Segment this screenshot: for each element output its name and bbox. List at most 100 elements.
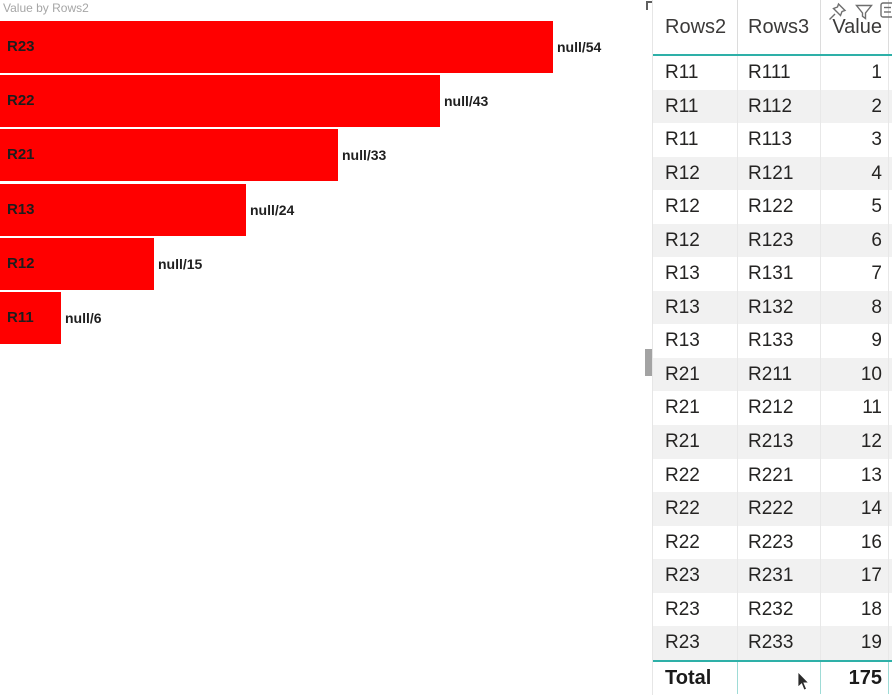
table-row[interactable]: R11 R113 3 [653,123,892,157]
table-row[interactable]: R23 R232 18 [653,592,892,627]
table-cell[interactable]: R11 [653,89,738,124]
table-row[interactable]: R11 R111 1 [653,56,892,90]
table-cell[interactable]: R21 [653,425,738,459]
table-cell[interactable]: 9 [821,324,889,358]
table-cell[interactable]: R133 [738,324,821,358]
table-cell[interactable]: R21 [653,357,738,392]
bar-R12[interactable]: R12 [0,237,154,290]
table-row[interactable]: R13 R133 9 [653,324,892,358]
bar-category-label: R23 [7,38,35,55]
table-cell[interactable]: R111 [738,56,821,90]
filter-icon[interactable] [853,1,875,23]
table-body: R11 R111 1 R11 R112 2 R11 R113 3 R12 R121 4 R12 R122 5… [653,56,892,660]
table-cell[interactable]: 17 [821,559,889,593]
table-cell[interactable]: 3 [821,123,889,157]
table-cell[interactable]: R212 [738,391,821,426]
table-cell[interactable]: R11 [653,123,738,157]
table-cell[interactable]: R23 [653,626,738,660]
table-header-row: Rows2 Rows3 Value [653,0,892,56]
bar-row-R12: R12 null/15 [0,237,650,290]
table-cell[interactable]: R13 [653,324,738,358]
bar-R22[interactable]: R22 [0,75,440,128]
visual-corner-handle[interactable] [646,1,655,10]
table-row[interactable]: R21 R211 10 [653,357,892,392]
bar-data-label: null/24 [250,201,295,218]
table-cell[interactable]: 10 [821,357,889,392]
table-cell[interactable]: 1 [821,56,889,90]
table-row[interactable]: R13 R132 8 [653,290,892,325]
column-header-rows3[interactable]: Rows3 [738,0,821,54]
table-cell[interactable]: 14 [821,492,889,526]
table-row[interactable]: R12 R121 4 [653,156,892,191]
bar-R23[interactable]: R23 [0,21,553,73]
bar-row-R23: R23 null/54 [0,21,650,73]
bar-row-R21: R21 null/33 [0,129,650,182]
table-cell[interactable]: R21 [653,391,738,426]
bar-R21[interactable]: R21 [0,129,338,182]
table-cell[interactable]: R13 [653,290,738,325]
table-cell[interactable]: R113 [738,123,821,157]
table-row[interactable]: R12 R122 5 [653,190,892,224]
table-cell[interactable]: 11 [821,391,889,426]
bar-category-label: R12 [7,254,35,272]
table-cell[interactable]: 19 [821,626,889,660]
table-cell[interactable]: R13 [653,257,738,291]
table-cell[interactable]: R223 [738,525,821,560]
more-icon-partial[interactable] [879,0,892,20]
table-cell[interactable]: R12 [653,223,738,258]
table-cell[interactable]: R221 [738,458,821,493]
table-cell[interactable]: R12 [653,156,738,191]
column-header-rows2[interactable]: Rows2 [653,0,738,54]
table-cell[interactable]: R23 [653,559,738,593]
bar-category-label: R13 [7,200,35,218]
bar-row-R11: R11 null/6 [0,292,650,344]
table-row[interactable]: R22 R221 13 [653,458,892,493]
pin-icon[interactable] [826,1,848,23]
table-cell[interactable]: R112 [738,89,821,124]
table-cell[interactable]: R22 [653,458,738,493]
table-cell[interactable]: R132 [738,290,821,325]
table-cell[interactable]: R123 [738,223,821,258]
bar-R13[interactable]: R13 [0,183,246,236]
table-cell[interactable]: 5 [821,190,889,224]
table-cell[interactable]: R22 [653,492,738,526]
table-cell[interactable]: R211 [738,357,821,392]
table-cell[interactable]: 6 [821,223,889,258]
table-cell[interactable]: R121 [738,156,821,191]
total-spacer [738,661,821,694]
table-row[interactable]: R11 R112 2 [653,89,892,124]
table-cell[interactable]: 4 [821,156,889,191]
table-cell[interactable]: R122 [738,190,821,224]
table-row[interactable]: R12 R123 6 [653,223,892,258]
table-cell[interactable]: 13 [821,458,889,493]
table-cell[interactable]: 18 [821,592,889,627]
table-cell[interactable]: R231 [738,559,821,593]
table-row[interactable]: R21 R212 11 [653,391,892,426]
table-cell[interactable]: R232 [738,592,821,627]
table-row[interactable]: R23 R233 19 [653,626,892,660]
table-cell[interactable]: R23 [653,592,738,627]
table-row[interactable]: R22 R222 14 [653,492,892,526]
table-cell[interactable]: 16 [821,525,889,560]
table-cell[interactable]: 8 [821,290,889,325]
column-header-value[interactable]: Value [821,0,889,54]
table-cell[interactable]: R222 [738,492,821,526]
table-cell[interactable]: 2 [821,89,889,124]
table-cell[interactable]: 7 [821,257,889,291]
table-cell[interactable]: R22 [653,525,738,560]
table-row[interactable]: R21 R213 12 [653,425,892,459]
table-cell[interactable]: R233 [738,626,821,660]
table-row[interactable]: R22 R223 16 [653,525,892,560]
table-cell[interactable]: R12 [653,190,738,224]
table-cell[interactable]: R213 [738,425,821,459]
table-cell[interactable]: 12 [821,425,889,459]
table-row[interactable]: R23 R231 17 [653,559,892,593]
bar-data-label: null/15 [158,255,203,272]
table-cell[interactable]: R11 [653,56,738,90]
bar-R11[interactable]: R11 [0,292,61,344]
bar-category-label: R11 [7,309,34,326]
table-row[interactable]: R13 R131 7 [653,257,892,291]
table-cell[interactable]: R131 [738,257,821,291]
scrollbar-thumb[interactable] [645,349,652,376]
